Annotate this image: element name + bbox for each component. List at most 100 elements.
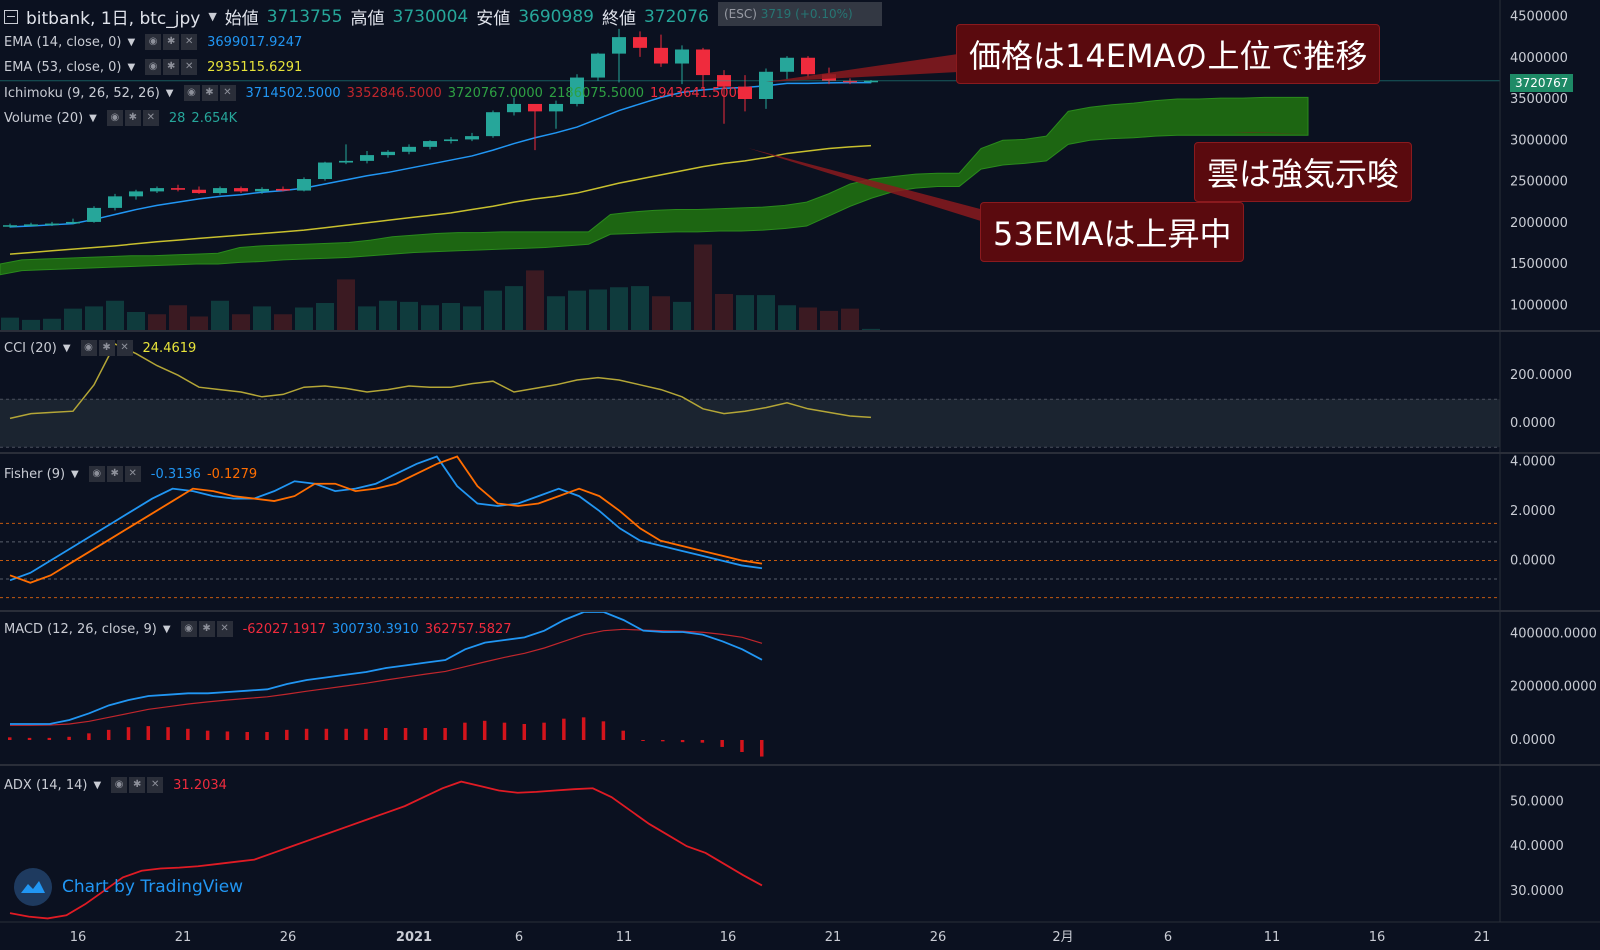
legend-name: CCI (20): [4, 340, 57, 356]
chevron-down-icon[interactable]: ▼: [62, 342, 71, 354]
volume-bar: [64, 308, 82, 330]
legend-volume[interactable]: Volume (20) ▼ ◉ ✱ ✕ 28 2.654K: [4, 110, 237, 126]
candle-body: [486, 112, 500, 137]
close-icon[interactable]: ✕: [181, 59, 198, 75]
macd-histogram-bar: [423, 728, 428, 740]
legend-ema53[interactable]: EMA (53, close, 0) ▼ ◉ ✱ ✕ 2935115.6291: [4, 59, 302, 75]
candle-body: [171, 188, 185, 190]
eye-icon[interactable]: ◉: [145, 34, 162, 50]
gear-icon[interactable]: ✱: [163, 34, 180, 50]
candle-body: [255, 188, 269, 192]
eye-icon[interactable]: ◉: [111, 777, 128, 793]
gear-icon[interactable]: ✱: [163, 59, 180, 75]
legend-ichimoku[interactable]: Ichimoku (9, 26, 52, 26) ▼ ◉ ✱ ✕ 3714502.50…: [4, 85, 745, 101]
legend-ema14[interactable]: EMA (14, close, 0) ▼ ◉ ✱ ✕ 3699017.9247: [4, 34, 302, 50]
gear-icon[interactable]: ✱: [98, 340, 115, 356]
symbol-title[interactable]: bitbank, 1日, btc_jpy: [26, 9, 201, 29]
time-axis: 16 21 26 2021 6 11 16 21 26 2月 6 11 16 21: [70, 930, 1491, 945]
chevron-down-icon[interactable]: ▼: [89, 112, 97, 124]
candle-body: [381, 151, 395, 156]
chevron-down-icon[interactable]: ▼: [127, 61, 136, 73]
candle-body: [87, 207, 101, 222]
collapse-icon[interactable]: [4, 9, 18, 24]
legend-value: 31.2034: [173, 777, 227, 793]
candle-body: [402, 146, 416, 152]
candle-body: [780, 57, 794, 72]
volume-bar: [358, 306, 376, 330]
volume-bar: [799, 307, 817, 330]
price-tick-label: 4000000: [1510, 51, 1568, 66]
gear-icon[interactable]: ✱: [129, 777, 146, 793]
eye-icon[interactable]: ◉: [88, 466, 105, 482]
chevron-down-icon[interactable]: ▼: [162, 623, 171, 635]
chevron-down-icon[interactable]: ▼: [71, 468, 79, 480]
chevron-down-icon[interactable]: ▼: [127, 36, 136, 48]
eye-icon[interactable]: ◉: [106, 110, 123, 126]
macd-histogram-bar: [364, 728, 368, 740]
macd-histogram-bar: [225, 731, 230, 740]
macd-histogram-bar: [562, 718, 566, 740]
macd-histogram-bar: [47, 737, 52, 740]
gear-icon[interactable]: ✱: [124, 110, 141, 126]
candle-body: [297, 179, 311, 191]
chevron-down-icon[interactable]: ▼: [93, 779, 102, 791]
macd-histogram-bar: [700, 740, 705, 743]
eye-icon[interactable]: ◉: [180, 621, 197, 637]
close-icon[interactable]: ✕: [181, 34, 198, 50]
tradingview-logo[interactable]: Chart by TradingView: [14, 868, 243, 906]
last-price-tag: 3720767: [1510, 74, 1574, 92]
macd-histogram-bar: [344, 728, 348, 740]
eye-icon[interactable]: ◉: [183, 85, 200, 101]
macd-histogram-bar: [186, 728, 190, 740]
legend-fisher[interactable]: Fisher (9) ▼ ◉ ✱ ✕ -0.3136 -0.1279: [4, 466, 257, 482]
legend-macd[interactable]: MACD (12, 26, close, 9) ▼ ◉ ✱ ✕ -62027.1917…: [4, 621, 512, 637]
close-icon[interactable]: ✕: [116, 340, 133, 356]
candle-body: [549, 103, 563, 112]
close-icon[interactable]: ✕: [219, 85, 236, 101]
adx-tick-label: 50.0000: [1510, 795, 1564, 810]
price-tick-label: 1000000: [1510, 298, 1568, 313]
macd-tick-label: 0.0000: [1510, 733, 1556, 748]
pane-separators: [0, 0, 1600, 923]
volume-bar: [841, 308, 859, 330]
macd-histogram-bar: [641, 740, 645, 741]
close-icon[interactable]: ✕: [147, 777, 164, 793]
close-icon[interactable]: ✕: [124, 466, 141, 482]
gear-icon[interactable]: ✱: [201, 85, 218, 101]
adx-tick-label: 40.0000: [1510, 839, 1564, 854]
gear-icon[interactable]: ✱: [106, 466, 123, 482]
close-icon[interactable]: ✕: [142, 110, 159, 126]
ema53-line: [9, 144, 872, 255]
price-pane[interactable]: [0, 28, 1500, 330]
adx-pane[interactable]: [9, 780, 763, 920]
macd-histogram-bar: [403, 728, 408, 740]
eye-icon[interactable]: ◉: [145, 59, 162, 75]
fisher-pane[interactable]: [0, 455, 1500, 599]
cci-pane[interactable]: [0, 343, 1500, 448]
candle-body: [234, 188, 248, 192]
macd-histogram-bar: [601, 721, 606, 740]
macd-pane[interactable]: [8, 611, 764, 757]
macd-histogram-bar: [760, 740, 764, 757]
macd-histogram-bar: [720, 740, 724, 747]
macd-histogram-bar: [87, 733, 91, 740]
chevron-down-icon[interactable]: ▼: [165, 87, 174, 99]
time-tick-label: 2月: [1052, 930, 1073, 945]
legend-value-1: -0.3136: [150, 466, 201, 482]
volume-bar: [316, 303, 334, 330]
gear-icon[interactable]: ✱: [198, 621, 215, 637]
macd-histogram-bar: [245, 732, 249, 740]
legend-adx[interactable]: ADX (14, 14) ▼ ◉ ✱ ✕ 31.2034: [4, 777, 227, 793]
go-to-realtime-chip[interactable]: (ESC) 3719 (+0.10%): [718, 2, 882, 26]
chevron-down-icon[interactable]: ▼: [208, 10, 217, 23]
volume-bar: [484, 290, 502, 330]
eye-icon[interactable]: ◉: [80, 340, 97, 356]
candle-body: [864, 80, 878, 83]
close-icon[interactable]: ✕: [216, 621, 233, 637]
candle-body: [129, 191, 143, 197]
callout-ema14: 価格は14EMAの上位で推移: [956, 24, 1381, 84]
macd-tick-label: 200000.0000: [1510, 680, 1597, 695]
legend-name: MACD (12, 26, close, 9): [4, 621, 157, 637]
legend-cci[interactable]: CCI (20) ▼ ◉ ✱ ✕ 24.4619: [4, 340, 196, 356]
legend-name: EMA (14, close, 0): [4, 34, 122, 50]
